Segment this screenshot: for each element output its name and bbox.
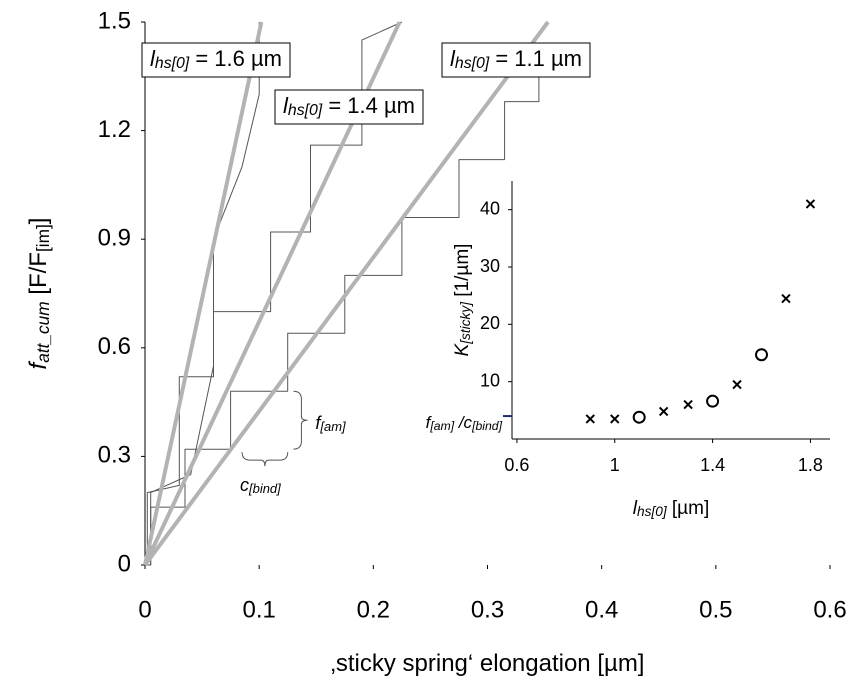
- series-line: [145, 43, 540, 566]
- text-part: att_cum: [33, 301, 53, 362]
- text-part: [µm]: [667, 498, 710, 519]
- y-axis-label: K[sticky] [1/µm]: [452, 244, 473, 357]
- point: [805, 199, 816, 209]
- y-tick-label: 30: [480, 256, 500, 276]
- y-tick-label: 10: [480, 370, 500, 390]
- x-tick-label: 0.4: [585, 596, 618, 623]
- x-tick-label: 1.4: [700, 455, 725, 475]
- text-part: [am]: [319, 419, 346, 434]
- brace-label: c[bind]: [240, 475, 281, 496]
- series-line: [143, 20, 550, 567]
- text-part: = 1.1 µm: [489, 46, 582, 71]
- text-part: [sticky]: [458, 301, 473, 345]
- series-line: [143, 21, 264, 566]
- text-part: /c: [454, 414, 472, 433]
- text-part: hs[0]: [288, 102, 323, 119]
- y-tick-label: 1.2: [98, 116, 131, 143]
- x-tick-label: 0.1: [242, 596, 275, 623]
- y-tick-label: 40: [480, 198, 500, 218]
- text-part: ‚sticky spring‘ elongation [µm]: [331, 650, 645, 677]
- series-label: lhs[0] = 1.1 µm: [450, 46, 582, 72]
- text-part: l: [450, 46, 456, 71]
- point: [755, 348, 769, 362]
- text-part: [am]: [429, 419, 454, 433]
- y-tick-label: 0: [118, 550, 131, 577]
- text-part: f: [25, 360, 52, 369]
- x-tick-label: 0: [138, 596, 151, 623]
- text-part: c: [240, 475, 249, 495]
- y-tick-label: 1.5: [98, 7, 131, 34]
- text-part: f: [426, 414, 433, 433]
- text-part: = 1.6 µm: [189, 46, 282, 71]
- label-box: [141, 42, 291, 78]
- text-part: K: [452, 342, 473, 356]
- brace: [293, 390, 308, 450]
- point: [781, 293, 791, 304]
- text-part: hs[0]: [155, 55, 190, 72]
- point: [683, 399, 693, 410]
- x-tick-label: 0.6: [813, 596, 846, 623]
- x-tick-label: 1: [610, 455, 620, 475]
- x-tick-label: 0.2: [357, 596, 390, 623]
- point: [585, 414, 595, 424]
- label-box: [274, 89, 424, 125]
- text-part: [im]: [33, 224, 53, 252]
- y-tick-label: 0.3: [98, 442, 131, 469]
- text-part: [F/F: [25, 252, 52, 301]
- y-tick-label: 0.6: [98, 333, 131, 360]
- brace: [241, 452, 289, 467]
- point: [632, 410, 646, 424]
- text-part: = 1.4 µm: [322, 93, 415, 118]
- label-box: [441, 42, 591, 78]
- text-part: hs[0]: [637, 504, 668, 519]
- x-tick-label: 0.3: [471, 596, 504, 623]
- x-axis-label: lhs[0] [µm]: [633, 498, 710, 519]
- text-part: ]: [25, 218, 52, 225]
- text-part: f: [315, 413, 322, 433]
- point: [658, 406, 669, 417]
- x-tick-label: 1.8: [798, 455, 823, 475]
- text-part: [bind]: [248, 481, 281, 496]
- point: [610, 414, 620, 424]
- text-part: [bind]: [471, 419, 503, 433]
- x-tick-label: 0.5: [699, 596, 732, 623]
- y-tick-label: 0.9: [98, 225, 131, 252]
- x-tick-label: 0.6: [504, 455, 529, 475]
- y-tick-label: 20: [480, 313, 500, 333]
- y-axis-label: fatt_cum [F/F[im]]: [25, 218, 52, 370]
- series-label: lhs[0] = 1.4 µm: [283, 93, 415, 119]
- text-part: l: [150, 46, 156, 71]
- ref-label: f[am] /c[bind]: [426, 414, 503, 434]
- brace-label: f[am]: [315, 413, 346, 434]
- point: [706, 394, 720, 408]
- text-part: hs[0]: [455, 55, 490, 72]
- text-part: l: [283, 93, 289, 118]
- point: [732, 379, 742, 390]
- text-part: l: [633, 498, 638, 519]
- series-label: lhs[0] = 1.6 µm: [150, 46, 282, 72]
- text-part: [1/µm]: [452, 244, 473, 302]
- x-axis-label: ‚sticky spring‘ elongation [µm]: [331, 650, 645, 677]
